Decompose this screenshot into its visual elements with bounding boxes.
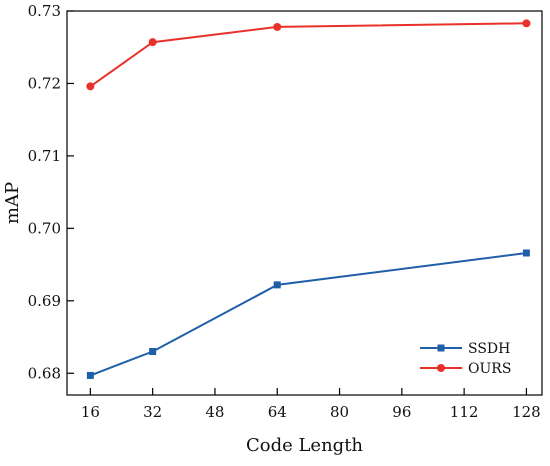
legend-label-ours: OURS [468, 361, 511, 377]
legend-label-ssdh: SSDH [468, 341, 510, 357]
series-line-ours [89, 22, 527, 88]
plot-frame [66, 10, 543, 396]
x-tick-label: 80 [330, 403, 349, 421]
x-tick-label: 16 [81, 403, 100, 421]
x-axis-title: Code Length [246, 435, 363, 456]
x-axis: 16 32 48 64 80 96 112 128 [81, 388, 541, 421]
y-axis-title: mAP [2, 182, 23, 224]
x-tick-label: 48 [205, 403, 224, 421]
x-tick-label: 128 [512, 403, 541, 421]
y-tick-label: 0.69 [28, 292, 61, 310]
legend-marker-ours [437, 364, 445, 372]
data-point-ours [148, 38, 157, 47]
data-point-ssdh [86, 371, 94, 379]
plot-series [86, 19, 531, 379]
data-point-ours [273, 22, 282, 31]
x-tick-label: 112 [450, 403, 479, 421]
data-point-ssdh [149, 348, 157, 356]
x-tick-label: 32 [143, 403, 162, 421]
y-tick-label: 0.73 [28, 2, 61, 20]
y-axis: 0.68 0.69 0.70 0.71 0.72 0.73 [28, 2, 74, 382]
series-line-ssdh [90, 252, 527, 377]
data-point-ssdh [273, 281, 281, 289]
data-point-ours [86, 82, 95, 91]
legend-marker-ssdh [437, 344, 445, 352]
data-point-ssdh [522, 249, 530, 257]
x-tick-label: 64 [268, 403, 287, 421]
y-tick-label: 0.71 [28, 147, 61, 165]
y-tick-label: 0.68 [28, 364, 61, 382]
y-tick-label: 0.70 [28, 219, 61, 237]
x-tick-label: 96 [392, 403, 411, 421]
legend: SSDH OURS [420, 341, 511, 377]
y-tick-label: 0.72 [28, 74, 61, 92]
data-point-ours [522, 19, 531, 28]
